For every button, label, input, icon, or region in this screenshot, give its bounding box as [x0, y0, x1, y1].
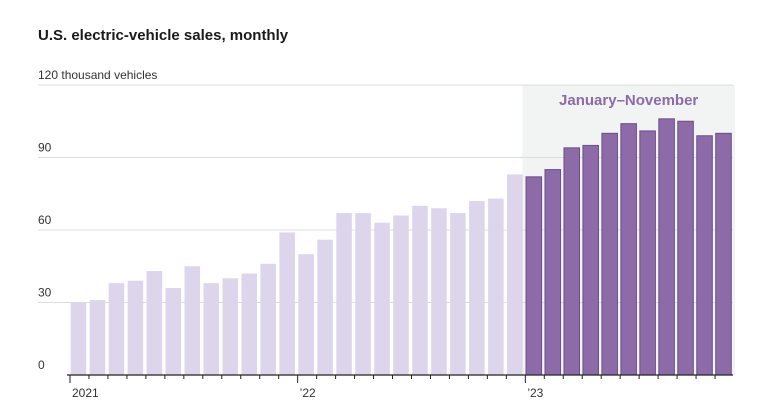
- bar-2022-06: [393, 215, 409, 375]
- bar-2022-05: [374, 222, 390, 375]
- y-tick-label: 0: [38, 358, 45, 372]
- bar-2023-02: [544, 169, 562, 376]
- bar-2022-01: [298, 254, 314, 375]
- x-tick-label: 2021: [72, 386, 99, 400]
- bar-2023-08: [658, 118, 675, 376]
- bar-2023-01: [525, 176, 543, 376]
- x-axis-ticks: 2021 ’22 ’23: [69, 375, 716, 400]
- y-tick-label: 30: [38, 286, 52, 300]
- y-tick-label: 120 thousand vehicles: [38, 68, 157, 82]
- bar-2023-03: [563, 147, 581, 376]
- bar-2022-08: [431, 208, 447, 375]
- bars: [70, 118, 732, 376]
- bar-2022-09: [450, 213, 466, 375]
- y-axis-labels: 0 30 60 90 120 thousand vehicles: [38, 68, 157, 372]
- bar-2023-11: [715, 132, 732, 376]
- bar-2022-07: [412, 205, 428, 375]
- bar-2023-05: [601, 132, 618, 376]
- bar-2022-11: [488, 198, 504, 375]
- chart-title: U.S. electric-vehicle sales, monthly: [38, 27, 289, 44]
- bar-2021-05: [146, 271, 163, 375]
- bar-2021-06: [165, 288, 182, 375]
- bar-2022-02: [317, 239, 333, 375]
- bar-2021-10: [241, 273, 258, 375]
- bar-2022-12: [507, 174, 523, 375]
- bar-2021-02: [89, 300, 106, 375]
- bar-2021-03: [108, 283, 125, 375]
- bar-2022-03: [336, 213, 352, 375]
- x-tick-label: ’23: [527, 386, 543, 400]
- y-tick-label: 60: [38, 213, 52, 227]
- bar-2021-07: [184, 266, 201, 375]
- bar-2023-04: [582, 144, 599, 376]
- bar-2023-09: [677, 120, 694, 376]
- bar-2021-11: [260, 263, 276, 375]
- y-tick-label: 90: [38, 141, 52, 155]
- bar-2022-04: [355, 213, 371, 375]
- x-tick-label: ’22: [300, 386, 316, 400]
- bar-2023-06: [620, 123, 637, 376]
- bar-2021-01: [70, 302, 87, 375]
- bar-2023-10: [696, 135, 713, 376]
- bar-2021-08: [203, 283, 220, 375]
- bar-2021-09: [222, 278, 239, 375]
- highlight-label: January–November: [559, 92, 698, 109]
- bar-2021-12: [279, 232, 295, 375]
- bar-2022-10: [469, 201, 485, 375]
- bar-2023-07: [639, 130, 656, 376]
- bar-2021-04: [127, 280, 144, 375]
